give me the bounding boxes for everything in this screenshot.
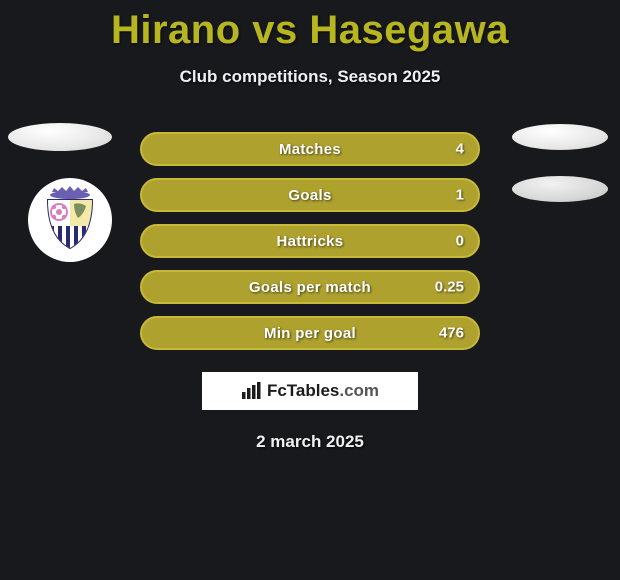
page-title: Hirano vs Hasegawa (0, 0, 620, 53)
stat-value: 1 (456, 187, 464, 204)
stat-row-goals-per-match: Goals per match 0.25 (140, 270, 480, 304)
stat-value: 4 (456, 141, 464, 158)
stat-label: Min per goal (264, 325, 356, 342)
brand-name: FcTables (267, 381, 339, 400)
stat-row-min-per-goal: Min per goal 476 (140, 316, 480, 350)
brand-text: FcTables.com (267, 381, 379, 401)
stat-label: Goals (288, 187, 331, 204)
stat-row-hattricks: Hattricks 0 (140, 224, 480, 258)
bars-icon (241, 382, 263, 400)
date-text: 2 march 2025 (0, 432, 620, 452)
subtitle: Club competitions, Season 2025 (0, 67, 620, 87)
stat-label: Goals per match (249, 279, 371, 296)
brand-badge[interactable]: FcTables.com (202, 372, 418, 410)
stats-container: Matches 4 Goals 1 Hattricks 0 Goals per … (0, 132, 620, 350)
stat-value: 0.25 (435, 279, 464, 296)
stat-label: Hattricks (277, 233, 344, 250)
stat-label: Matches (279, 141, 341, 158)
stat-value: 0 (456, 233, 464, 250)
stat-row-goals: Goals 1 (140, 178, 480, 212)
stat-value: 476 (439, 325, 464, 342)
stat-row-matches: Matches 4 (140, 132, 480, 166)
brand-tld: .com (339, 381, 379, 400)
